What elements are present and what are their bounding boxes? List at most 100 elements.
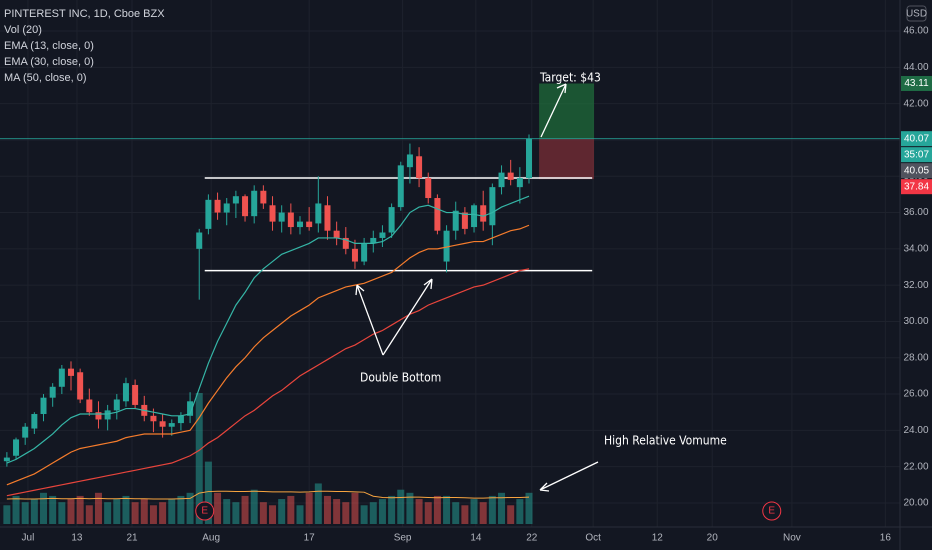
x-tick-label: Sep	[394, 533, 412, 544]
candle-body	[406, 154, 413, 168]
volume-bar	[498, 492, 506, 524]
volume-bar	[94, 492, 102, 524]
candle-body	[104, 410, 111, 420]
candle-body	[251, 190, 258, 217]
candle-body	[315, 203, 322, 224]
price-label-box	[901, 131, 932, 147]
candle-body	[214, 199, 221, 213]
candle-body	[205, 199, 212, 229]
y-tick-label: 44.00	[903, 62, 928, 73]
legend-entry: EMA (30, close, 0)	[4, 56, 94, 68]
volume-bar	[516, 499, 524, 524]
candle-body	[77, 372, 84, 400]
volume-arrow	[539, 461, 599, 492]
legend-entry: Vol (20)	[4, 24, 42, 36]
price-axis	[900, 0, 932, 550]
volume-bar	[49, 495, 57, 524]
volume-bar	[177, 495, 185, 524]
candle-body	[159, 421, 166, 427]
candle-body	[397, 165, 404, 208]
volume-bar	[378, 499, 386, 524]
volume-bar	[21, 502, 29, 524]
volume-bar	[3, 505, 11, 524]
candle-body	[86, 399, 93, 413]
earnings-marker	[195, 501, 215, 521]
y-tick-label: 22.00	[903, 461, 928, 472]
volume-bar	[415, 499, 423, 524]
volume-bar	[342, 502, 350, 524]
annotation: Target: $43	[539, 71, 601, 85]
earnings-label: E	[768, 506, 775, 517]
volume-bar	[470, 499, 478, 524]
earnings-label: E	[201, 506, 208, 517]
price-label: 43.11	[904, 78, 929, 89]
volume-bar	[259, 502, 267, 524]
candle-body	[168, 423, 175, 427]
candle-body	[122, 383, 129, 402]
y-tick-label: 28.00	[903, 352, 928, 363]
volume-bar	[67, 499, 75, 524]
candle-body	[452, 210, 459, 231]
annotation: Double Bottom	[360, 371, 441, 385]
candle-body	[489, 187, 496, 226]
volume-bar	[104, 502, 112, 524]
candle-body	[260, 190, 267, 204]
price-label-box	[901, 179, 932, 195]
volume-bar	[149, 505, 157, 524]
volume-bar	[323, 495, 331, 524]
candle-body	[507, 172, 514, 180]
volume-bar	[204, 461, 212, 524]
candle-body	[461, 212, 468, 229]
chart-title: PINTEREST INC, 1D, Cboe BZX	[4, 8, 165, 20]
x-tick-label: Aug	[202, 533, 220, 544]
candle-body	[223, 203, 230, 213]
y-tick-label: 30.00	[903, 316, 928, 327]
candle-body	[150, 415, 157, 422]
candle-body	[324, 205, 331, 231]
candle-body	[278, 212, 285, 222]
x-tick-label: 12	[652, 533, 664, 544]
candle-body	[471, 205, 478, 228]
currency-box[interactable]	[906, 5, 927, 22]
volume-bar	[241, 495, 249, 524]
volume-bar	[333, 499, 341, 524]
volume-bar	[305, 492, 313, 524]
volume-bar	[314, 483, 322, 524]
volume-bar	[85, 505, 93, 524]
candle-body	[526, 138, 533, 179]
candle-body	[67, 368, 74, 376]
annotation-arrows	[355, 83, 599, 492]
candle-body	[58, 368, 65, 387]
plot	[3, 134, 533, 467]
legend: PINTEREST INC, 1D, Cboe BZX Vol (20) EMA…	[4, 8, 165, 84]
volume-bar	[76, 495, 84, 524]
volume-bar	[278, 499, 286, 524]
volume-bar	[195, 393, 203, 524]
bottom-arrow-1	[355, 284, 384, 356]
volume-bar	[397, 489, 405, 524]
price-label: 40.07	[904, 133, 929, 144]
y-tick-label: 34.00	[903, 243, 928, 254]
indicator-lines	[6, 195, 530, 497]
candle-body	[196, 232, 203, 249]
candle-body	[434, 198, 441, 231]
candle-body	[269, 205, 276, 222]
legend-entry: MA (50, close, 0)	[4, 72, 87, 84]
x-tick-label: 21	[126, 533, 138, 544]
candle-body	[379, 232, 386, 238]
bottom-arrow-2	[382, 278, 433, 356]
x-tick-label: 20	[707, 533, 719, 544]
volume-bar	[40, 492, 48, 524]
candle-body	[242, 196, 249, 217]
volume-bar	[122, 495, 130, 524]
y-tick-label: 24.00	[903, 425, 928, 436]
x-tick-label: 22	[526, 533, 538, 544]
candle-body	[22, 426, 29, 438]
candle-body	[333, 230, 340, 238]
candle-body	[40, 397, 47, 415]
volume-bar	[351, 492, 359, 524]
volume-bar	[58, 502, 66, 524]
stop-zone	[539, 138, 595, 180]
x-tick-label: Jul	[22, 533, 35, 544]
volume-bar	[214, 492, 222, 524]
